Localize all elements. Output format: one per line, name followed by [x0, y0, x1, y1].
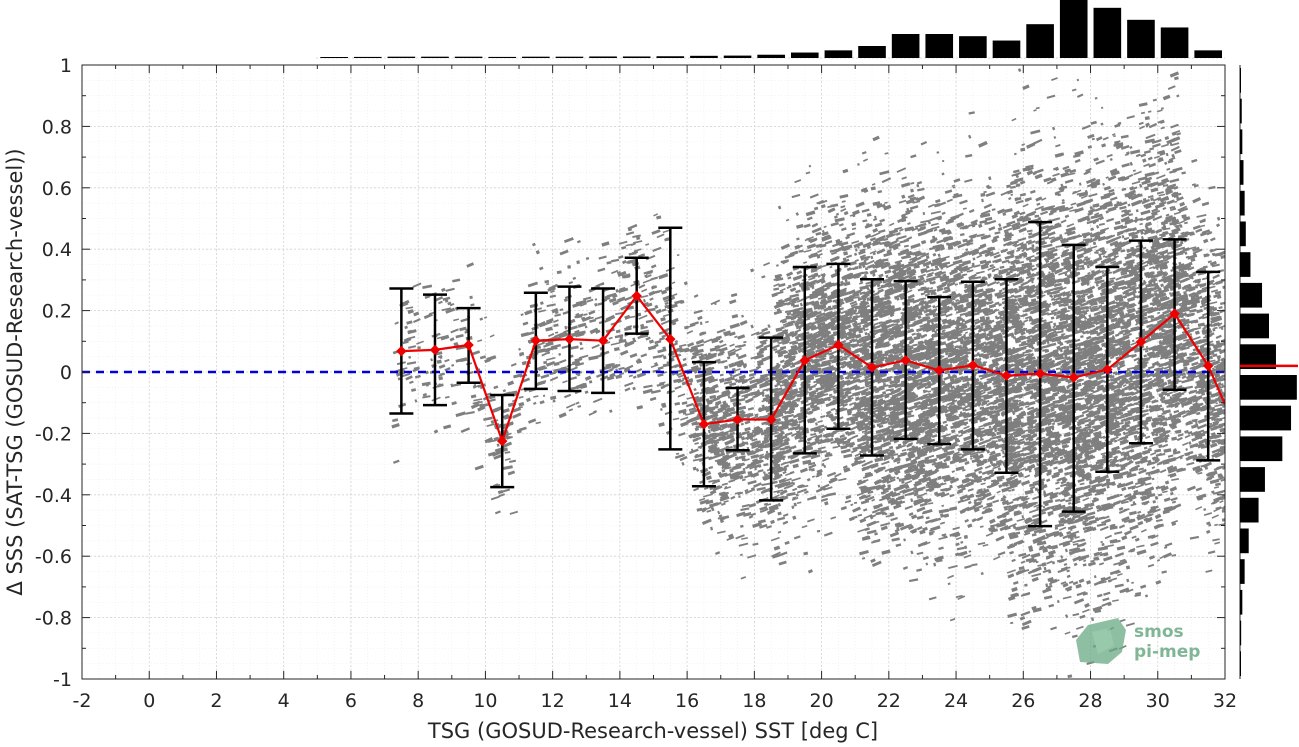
scatter-point — [788, 315, 792, 319]
scatter-point — [797, 399, 800, 402]
scatter-point — [426, 384, 429, 387]
scatter-point — [964, 535, 968, 539]
scatter-point — [857, 163, 860, 166]
scatter-point — [738, 495, 741, 498]
scatter-point — [589, 380, 592, 383]
scatter-point — [438, 383, 441, 385]
scatter-point — [954, 308, 957, 311]
scatter-point — [567, 265, 571, 269]
scatter-point — [543, 395, 545, 397]
